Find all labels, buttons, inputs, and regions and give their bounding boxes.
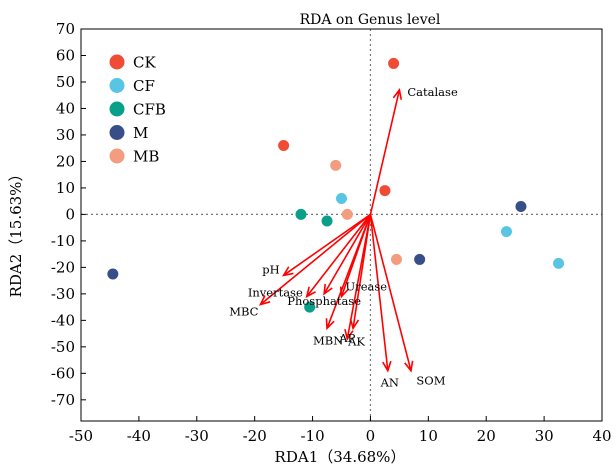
point-m xyxy=(515,200,527,212)
points-layer xyxy=(107,57,565,313)
zero-reference-lines xyxy=(81,29,602,421)
legend-label-mb: MB xyxy=(133,148,159,166)
mbn-arrow xyxy=(326,214,372,329)
arrow-label-urease: Urease xyxy=(346,280,388,294)
x-tick-label: -40 xyxy=(127,427,151,445)
legend-marker-cfb xyxy=(109,101,125,117)
y-tick-label: 70 xyxy=(56,20,75,38)
phosphatase-arrow-head xyxy=(323,283,333,296)
y-tick-label: -30 xyxy=(51,285,75,303)
x-tick-label: 40 xyxy=(592,427,611,445)
an-arrow-head xyxy=(382,360,392,373)
x-tick-label: 20 xyxy=(477,427,496,445)
point-cf xyxy=(500,226,512,238)
point-cf xyxy=(553,257,565,269)
arrow-label-mbc: MBC xyxy=(229,304,258,318)
point-cfb xyxy=(295,208,307,220)
y-tick-label: -50 xyxy=(51,338,75,356)
point-cfb xyxy=(321,215,333,227)
point-ck xyxy=(379,185,391,197)
x-tick-label: -30 xyxy=(185,427,209,445)
arrow-label-mbn: MBN xyxy=(313,333,343,347)
y-tick-label: 40 xyxy=(56,99,75,117)
som-arrow-head xyxy=(404,360,414,373)
y-tick-label: -60 xyxy=(51,364,75,382)
y-tick-label: -40 xyxy=(51,311,75,329)
point-mb xyxy=(330,159,342,171)
x-tick-label: -10 xyxy=(300,427,324,445)
arrow-label-som: SOM xyxy=(416,374,445,388)
x-tick-label: 30 xyxy=(535,427,554,445)
legend-marker-ck xyxy=(109,54,125,70)
arrow-label-ap: AP xyxy=(338,331,355,345)
ak-arrow xyxy=(352,214,372,329)
y-tick-label: 50 xyxy=(56,73,75,91)
point-m xyxy=(107,268,119,280)
arrow-label-catalase: Catalase xyxy=(407,85,458,99)
catalase-arrow-head xyxy=(392,88,403,100)
legend-label-cfb: CFB xyxy=(133,101,166,119)
y-axis-title: RDA2（15.63%） xyxy=(7,167,25,298)
y-tick-label: -20 xyxy=(51,258,75,276)
point-cf xyxy=(336,193,347,205)
x-tick-label: 10 xyxy=(419,427,438,445)
y-tick-label: 30 xyxy=(56,126,75,144)
arrow-label-phosphatase: Phosphatase xyxy=(287,294,361,308)
legend-label-m: M xyxy=(133,124,148,142)
x-tick-label: -50 xyxy=(69,427,93,445)
x-tick-label: -20 xyxy=(243,427,267,445)
point-m xyxy=(414,253,426,265)
som-arrow xyxy=(369,214,412,371)
legend-marker-mb xyxy=(109,148,125,164)
arrows-layer xyxy=(258,88,414,373)
legend-marker-m xyxy=(109,125,125,140)
catalase-arrow xyxy=(369,89,401,215)
point-ck xyxy=(388,57,400,69)
ap-arrow-head xyxy=(344,328,354,341)
legend-label-cf: CF xyxy=(133,77,155,95)
point-cfb xyxy=(304,301,316,313)
y-tick-label: 60 xyxy=(56,46,75,64)
legend: CK CF CFB M MB xyxy=(109,54,166,166)
point-mb xyxy=(341,208,353,220)
axes: -50 -40 -30 -20 -10 0 10 20 30 40 70 60 50 40 30 20 10 0 -… xyxy=(51,20,612,445)
arrow-label-invertase: Invertase xyxy=(248,286,303,300)
y-tick-label: 20 xyxy=(56,152,75,170)
y-tick-label: 0 xyxy=(65,205,75,223)
invertase-arrow-head xyxy=(305,286,316,299)
arrow-label-ph: pH xyxy=(262,262,279,276)
mbn-arrow-head xyxy=(325,318,335,331)
y-tick-label: 10 xyxy=(56,179,75,197)
legend-marker-cf xyxy=(109,78,125,93)
mbc-arrow-head xyxy=(258,295,271,306)
y-tick-label: -10 xyxy=(51,232,75,250)
x-axis-title: RDA1（34.68%） xyxy=(275,448,406,466)
phosphatase-arrow xyxy=(323,214,372,295)
arrow-label-an: AN xyxy=(380,376,399,390)
plot-frame xyxy=(80,28,603,422)
y-tick-label: -70 xyxy=(51,391,75,409)
ph-arrow-head xyxy=(282,266,294,277)
ak-arrow-head xyxy=(349,318,360,331)
chart-title: RDA on Genus level xyxy=(300,12,441,28)
ph-arrow xyxy=(283,213,371,276)
mbc-arrow xyxy=(259,213,371,306)
an-arrow xyxy=(369,214,389,371)
legend-label-ck: CK xyxy=(133,54,156,72)
arrow-label-ak: AK xyxy=(347,334,365,348)
point-ck xyxy=(278,140,290,152)
x-tick-label: 0 xyxy=(366,427,376,445)
invertase-arrow xyxy=(306,213,372,298)
point-mb xyxy=(390,253,402,265)
